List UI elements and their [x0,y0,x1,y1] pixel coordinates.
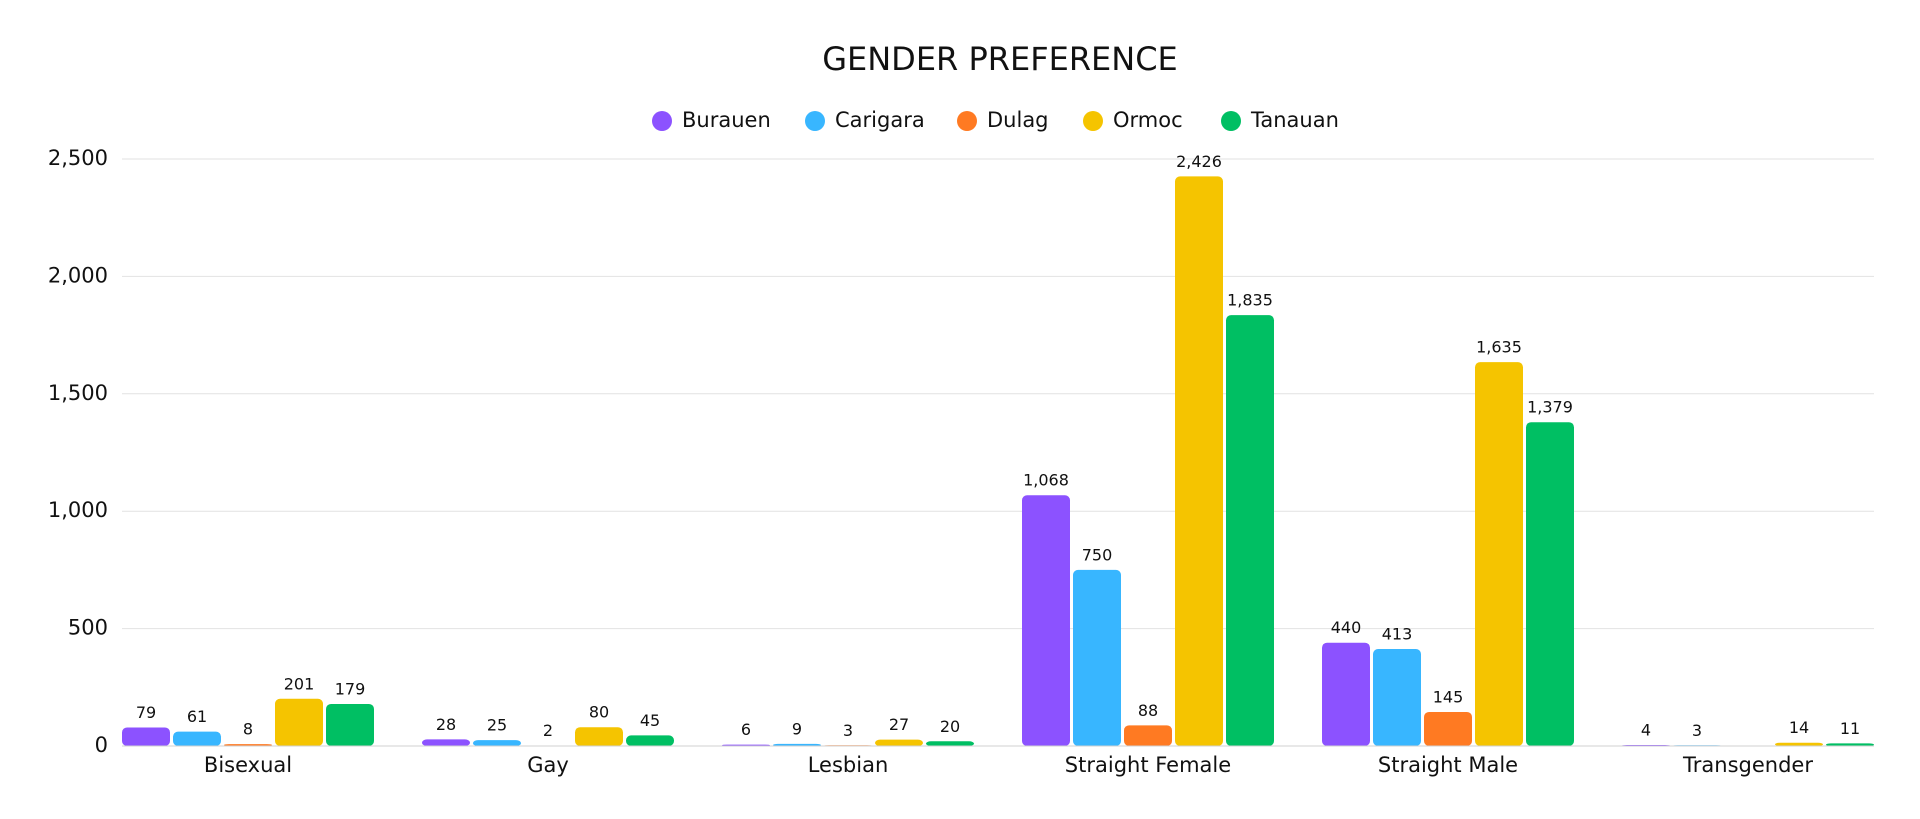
y-tick-label: 1,500 [48,381,108,405]
bar [422,739,470,746]
bar [1226,315,1274,746]
legend-label: Dulag [987,108,1049,132]
bar [1775,742,1823,746]
bar [575,727,623,746]
value-label: 201 [284,674,315,693]
bar [773,743,821,746]
value-label: 1,635 [1476,338,1522,357]
value-label: 3 [1692,721,1702,740]
x-tick-label: Lesbian [808,753,889,777]
value-label: 27 [889,715,909,734]
bar [1175,176,1223,747]
value-label: 3 [843,721,853,740]
y-tick-label: 2,500 [48,146,108,170]
legend-label: Burauen [682,108,771,132]
legend-swatch [957,111,977,131]
x-tick-label: Bisexual [204,753,292,777]
value-label: 80 [589,703,609,722]
bar [1073,569,1121,746]
value-label: 6 [741,720,751,739]
bar [1826,743,1874,746]
bar [1022,495,1070,746]
value-label: 1,068 [1023,471,1069,490]
value-label: 61 [187,707,207,726]
bar [275,698,323,746]
value-label: 14 [1789,718,1809,737]
legend-swatch [1221,111,1241,131]
value-label: 11 [1840,719,1860,738]
x-tick-label: Gay [527,753,569,777]
value-label: 25 [487,716,507,735]
value-label: 8 [243,720,253,739]
chart-title: GENDER PREFERENCE [822,40,1178,78]
legend-swatch [652,111,672,131]
x-tick-label: Straight Male [1378,753,1518,777]
legend-swatch [1083,111,1103,131]
value-label: 79 [136,703,156,722]
bar [1475,362,1523,746]
bar [1526,422,1574,746]
legend-label: Ormoc [1113,108,1183,132]
bar [122,727,170,746]
value-label: 88 [1138,701,1158,720]
bar [1124,725,1172,746]
bar [326,703,374,746]
bar [875,739,923,746]
bar [1424,711,1472,746]
value-label: 1,835 [1227,291,1273,310]
legend-label: Tanauan [1250,108,1339,132]
value-label: 45 [640,711,660,730]
value-label: 440 [1331,618,1362,637]
bar [626,735,674,746]
legend-swatch [805,111,825,131]
value-label: 1,379 [1527,398,1573,417]
value-label: 28 [436,715,456,734]
x-tick-label: Straight Female [1065,753,1231,777]
y-tick-label: 500 [68,616,108,640]
value-label: 20 [940,717,960,736]
value-label: 413 [1382,625,1413,644]
bar [473,740,521,746]
bar [1373,649,1421,746]
value-label: 4 [1641,721,1651,740]
x-tick-label: Transgender [1682,753,1813,777]
bar [173,731,221,746]
value-label: 2 [543,721,553,740]
value-label: 9 [792,719,802,738]
bar [926,741,974,746]
y-tick-label: 2,000 [48,263,108,287]
y-tick-label: 0 [95,733,108,757]
value-label: 750 [1082,545,1113,564]
y-tick-label: 1,000 [48,498,108,522]
value-label: 179 [335,679,366,698]
value-label: 145 [1433,687,1464,706]
bar [1322,642,1370,746]
legend-label: Carigara [835,108,925,132]
value-label: 2,426 [1176,152,1222,171]
